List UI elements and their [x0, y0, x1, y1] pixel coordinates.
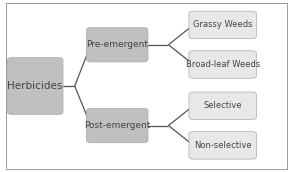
FancyBboxPatch shape	[189, 132, 256, 159]
FancyBboxPatch shape	[189, 51, 256, 78]
Text: Post-emergent: Post-emergent	[84, 121, 150, 130]
Text: Broad-leaf Weeds: Broad-leaf Weeds	[185, 60, 260, 69]
FancyBboxPatch shape	[7, 58, 63, 114]
Text: Grassy Weeds: Grassy Weeds	[193, 20, 253, 29]
FancyBboxPatch shape	[189, 92, 256, 120]
Text: Herbicides: Herbicides	[8, 81, 63, 91]
FancyBboxPatch shape	[189, 11, 256, 39]
Text: Selective: Selective	[203, 101, 242, 110]
Text: Pre-emergent: Pre-emergent	[86, 40, 148, 49]
FancyBboxPatch shape	[86, 108, 148, 143]
Text: Non-selective: Non-selective	[194, 141, 251, 150]
FancyBboxPatch shape	[86, 28, 148, 62]
